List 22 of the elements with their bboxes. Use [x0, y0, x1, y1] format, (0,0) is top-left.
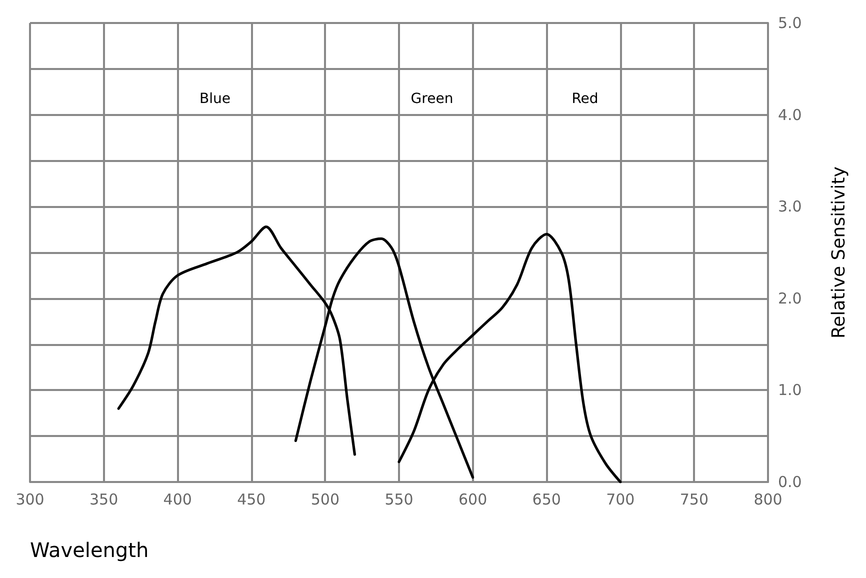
x-tick-label: 600 — [458, 490, 488, 508]
x-tick-label: 500 — [310, 490, 340, 508]
x-tick-label: 750 — [680, 490, 709, 508]
x-tick-label: 650 — [532, 490, 561, 508]
y-tick-label: 1.0 — [778, 381, 802, 400]
x-tick-label: 550 — [384, 490, 414, 508]
y-tick-label: 3.0 — [778, 198, 802, 216]
x-tick-label: 800 — [754, 490, 782, 508]
x-axis-title: Wavelength — [30, 538, 149, 562]
y-tick-label: 4.0 — [778, 106, 802, 124]
x-tick-label: 700 — [606, 490, 635, 508]
x-tick-label: 350 — [89, 490, 118, 508]
x-tick-label: 450 — [237, 490, 266, 508]
y-tick-label: 5.0 — [778, 14, 802, 32]
y-tick-label: 0.0 — [778, 473, 802, 491]
annotation: Red — [572, 91, 598, 107]
annotation: Green — [410, 91, 454, 107]
x-tick-label: 300 — [16, 490, 44, 508]
annotation: Blue — [200, 91, 230, 107]
y-tick-label: 2.0 — [778, 289, 802, 308]
x-tick-label: 400 — [163, 490, 192, 508]
y-axis-title: Relative Sensitivity — [828, 166, 850, 339]
